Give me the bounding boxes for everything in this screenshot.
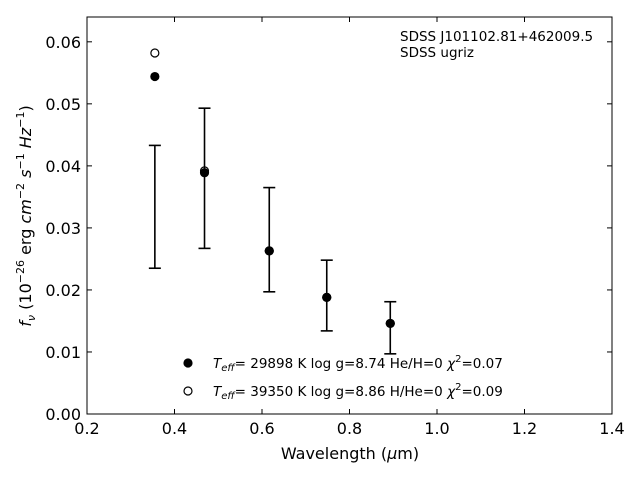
error-bar bbox=[148, 144, 161, 270]
legend-marker bbox=[183, 358, 193, 368]
open-model-point bbox=[199, 166, 210, 176]
open-model-point bbox=[322, 292, 332, 302]
y-axis-ticks: 0.00 0.01 0.02 0.03 0.04 0.05 0.06 bbox=[45, 33, 612, 424]
y-tick-label: 0.00 bbox=[45, 405, 81, 424]
y-tick-label: 0.05 bbox=[45, 95, 81, 114]
y-tick-label: 0.02 bbox=[45, 281, 81, 300]
annotation-filter-set: SDSS ugriz bbox=[400, 45, 474, 61]
legend-marker bbox=[183, 386, 193, 396]
x-axis-label: Wavelength (μm) bbox=[281, 444, 419, 463]
x-tick-label: 0.4 bbox=[162, 419, 187, 438]
legend-entry: Teff= 29898 K log g=8.74 He/H=0 χ2=0.07 bbox=[213, 354, 503, 374]
y-tick-label: 0.01 bbox=[45, 343, 81, 362]
filled-model-point bbox=[150, 71, 160, 82]
observed-error-bars bbox=[148, 107, 397, 355]
y-tick-label: 0.06 bbox=[45, 33, 81, 52]
open-model-point bbox=[150, 48, 160, 58]
x-tick-label: 0.8 bbox=[337, 419, 362, 438]
filled-model-point bbox=[199, 168, 210, 178]
y-tick-label: 0.03 bbox=[45, 219, 81, 238]
open-model-point bbox=[385, 318, 395, 329]
legend-entry: Teff= 39350 K log g=8.86 H/He=0 χ2=0.09 bbox=[213, 382, 503, 402]
plot-frame bbox=[86, 16, 613, 415]
y-axis-label: fν (10−26 erg cm−2 s−1 Hz−1) bbox=[14, 105, 38, 326]
x-tick-label: 0.2 bbox=[74, 419, 99, 438]
annotation-object-name: SDSS J101102.81+462009.5 bbox=[400, 29, 593, 45]
error-bar bbox=[263, 186, 276, 293]
x-tick-label: 1.2 bbox=[512, 419, 537, 438]
legend: Teff= 29898 K log g=8.74 He/H=0 χ2=0.07 T… bbox=[183, 354, 503, 402]
error-bar bbox=[198, 107, 211, 250]
x-axis-ticks: 0.2 0.4 0.6 0.8 1.0 1.2 1.4 bbox=[74, 17, 625, 438]
model-points bbox=[150, 48, 395, 329]
open-model-point bbox=[264, 246, 274, 256]
y-tick-label: 0.04 bbox=[45, 157, 81, 176]
x-tick-label: 1.4 bbox=[599, 419, 624, 438]
x-tick-label: 0.6 bbox=[249, 419, 274, 438]
x-tick-label: 1.0 bbox=[424, 419, 449, 438]
